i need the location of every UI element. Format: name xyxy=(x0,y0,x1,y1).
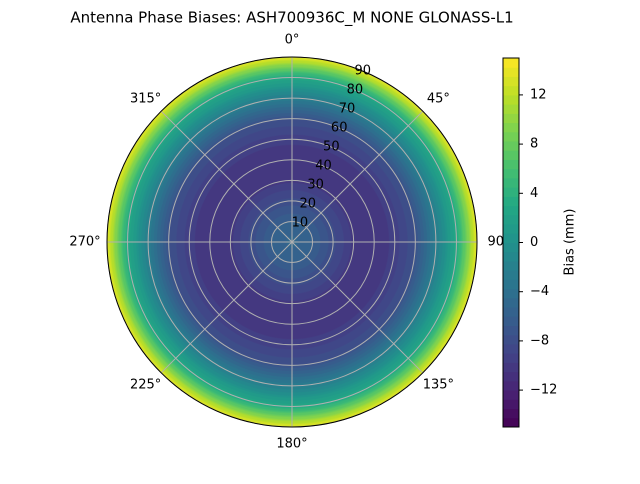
theta-tick-label: 315° xyxy=(130,92,161,107)
theta-tick-label: 45° xyxy=(427,92,450,107)
colorbar-tick-label: 8 xyxy=(530,137,538,152)
grid-spoke xyxy=(160,110,293,243)
colorbar-tick-label: 0 xyxy=(530,235,538,250)
r-tick-label: 50 xyxy=(323,140,340,155)
r-tick-label: 20 xyxy=(299,197,316,212)
theta-tick-label: 225° xyxy=(130,377,161,392)
theta-tick-label: 270° xyxy=(69,235,100,250)
r-tick-label: 10 xyxy=(292,216,309,231)
grid-spoke xyxy=(291,241,424,374)
theta-tick-label: 135° xyxy=(423,377,454,392)
r-tick-label: 40 xyxy=(315,159,332,174)
chart-title: Antenna Phase Biases: ASH700936C_M NONE … xyxy=(70,9,513,28)
colorbar-tick-label: 4 xyxy=(530,186,538,201)
colorbar-tick-label: −8 xyxy=(530,333,549,348)
theta-tick-label: 180° xyxy=(276,437,307,452)
polar-frame xyxy=(106,56,478,428)
r-tick-label: 30 xyxy=(307,178,324,193)
colorbar-tick-label: 12 xyxy=(530,87,547,102)
r-tick-label: 70 xyxy=(339,102,356,117)
r-tick-label: 60 xyxy=(331,121,348,136)
grid-spoke xyxy=(160,241,293,374)
colorbar-label: Bias (mm) xyxy=(563,209,578,276)
r-tick-label: 80 xyxy=(347,83,364,98)
colorbar-tick-label: −4 xyxy=(530,284,549,299)
theta-tick-label: 0° xyxy=(285,33,300,48)
colorbar-tick-label: −12 xyxy=(530,383,557,398)
grid-spoke xyxy=(291,110,424,243)
